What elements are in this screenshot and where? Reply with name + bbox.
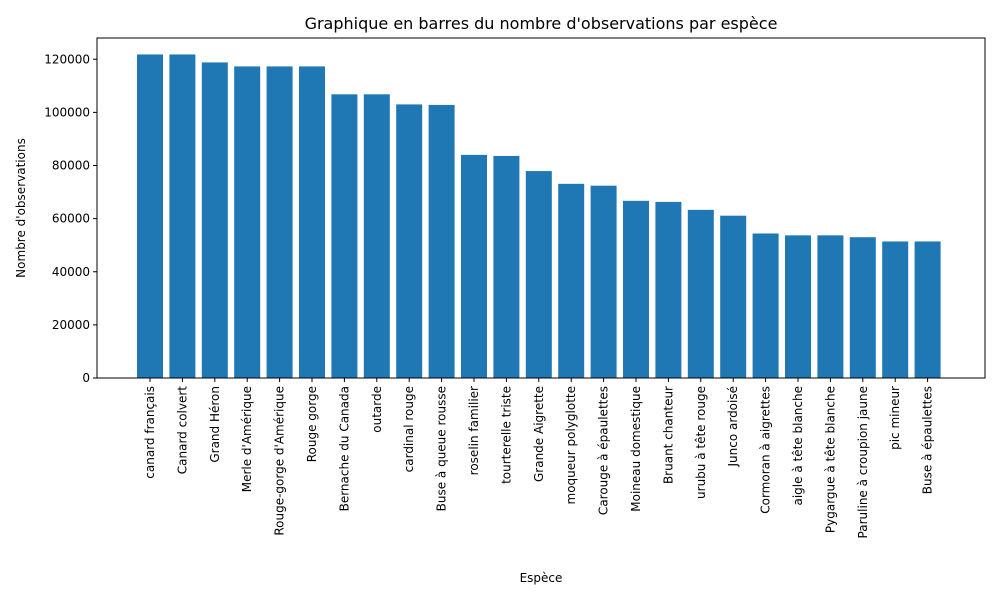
y-tick-label: 120000 xyxy=(44,52,90,66)
x-tick-label: Bernache du Canada xyxy=(337,386,351,511)
bar xyxy=(137,54,163,378)
bar xyxy=(882,241,909,378)
bar xyxy=(428,104,455,378)
bar xyxy=(493,155,520,378)
bars-group xyxy=(137,54,941,378)
bar xyxy=(752,233,779,378)
x-tick-label: tourterelle triste xyxy=(499,386,513,484)
x-tick-label: outarde xyxy=(370,386,384,433)
x-tick-label: Carouge à épaulettes xyxy=(597,386,611,515)
x-tick-label: Bruant chanteur xyxy=(661,386,675,484)
x-tick-label: Junco ardoisé xyxy=(726,386,740,468)
y-axis-title: Nombre d'observations xyxy=(14,138,28,278)
x-tick-label: Canard colvert xyxy=(175,386,189,475)
bar xyxy=(396,104,423,378)
bar xyxy=(785,235,811,378)
bar xyxy=(299,66,325,378)
bar xyxy=(266,66,293,378)
y-axis-ticks: 0 20000 40000 60000 80000 100000 120000 xyxy=(44,52,97,385)
bar xyxy=(201,62,228,378)
x-tick-label: canard français xyxy=(143,386,157,479)
bar xyxy=(655,201,682,378)
x-tick-label: pic mineur xyxy=(888,386,902,450)
x-tick-label: roselin familier xyxy=(467,386,481,475)
bar xyxy=(363,94,390,378)
bar xyxy=(234,66,261,378)
x-tick-label: Rouge-gorge d'Amérique xyxy=(273,386,287,536)
plot-area-frame xyxy=(96,37,986,379)
x-tick-label: urubu à tête rouge xyxy=(694,386,708,499)
bar xyxy=(817,235,844,378)
y-tick-label: 0 xyxy=(82,371,90,385)
x-tick-label: Buse à queue rousse xyxy=(435,386,449,511)
x-tick-label: moqueur polyglotte xyxy=(564,386,578,504)
x-tick-label: Buse à épaulettes xyxy=(921,386,935,494)
x-axis-title: Espèce xyxy=(520,571,563,585)
x-tick-label: Cormoran à aigrettes xyxy=(759,386,773,514)
x-tick-label: Grand Héron xyxy=(208,386,222,463)
x-tick-label: Merle d'Amérique xyxy=(240,386,254,492)
bar xyxy=(558,183,585,378)
bar xyxy=(849,237,876,378)
bar xyxy=(914,241,941,378)
x-tick-label: cardinal rouge xyxy=(402,386,416,472)
x-tick-label: Rouge gorge xyxy=(305,386,319,462)
x-axis-ticks: canard français Canard colvert Grand Héron… xyxy=(143,378,935,538)
y-tick-label: 80000 xyxy=(52,159,90,173)
x-tick-label: aigle à tête blanche xyxy=(791,386,805,506)
bar xyxy=(169,54,196,378)
x-tick-label: Paruline à croupion jaune xyxy=(856,386,870,538)
chart-title: Graphique en barres du nombre d'observat… xyxy=(305,14,778,33)
x-tick-label: Moineau domestique xyxy=(629,386,643,512)
bar xyxy=(687,209,714,378)
y-tick-label: 100000 xyxy=(44,105,90,119)
bar xyxy=(461,154,487,378)
bar xyxy=(720,215,747,378)
x-tick-label: Pygargue à tête blanche xyxy=(823,386,837,533)
y-tick-label: 40000 xyxy=(52,265,90,279)
bar xyxy=(590,185,617,378)
y-tick-label: 20000 xyxy=(52,318,90,332)
bar xyxy=(525,171,552,378)
y-tick-label: 60000 xyxy=(52,212,90,226)
bar xyxy=(331,94,358,378)
bar xyxy=(623,200,649,378)
x-tick-label: Grande Aigrette xyxy=(532,386,546,482)
